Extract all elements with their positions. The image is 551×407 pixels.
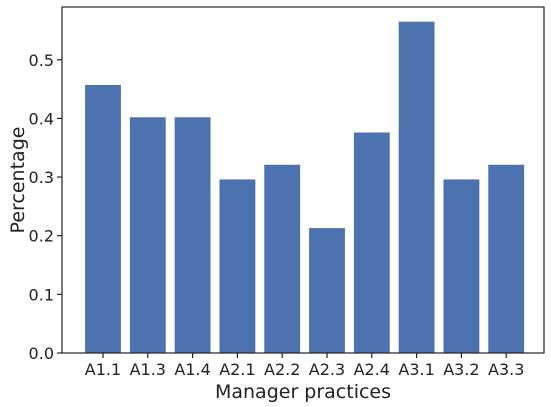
bar-A2-1 [219, 179, 256, 353]
bar-A1-1 [85, 84, 121, 353]
x-tick-label: A2.2 [264, 360, 300, 379]
x-axis-label: Manager practices [215, 381, 391, 403]
plot-frame [61, 6, 545, 354]
x-tick-label: A3.2 [443, 360, 479, 379]
y-tick-label: 0.1 [29, 285, 54, 304]
x-tick-label: A3.3 [488, 360, 524, 379]
x-axis: A1.1 A1.3 A1.4 A2.1 A2.2 A2.3 A2.4 A3.1 A3.2 A3.3 [85, 353, 524, 379]
bar-A2-4 [353, 132, 390, 353]
x-tick-label: A2.3 [309, 360, 345, 379]
y-axis: 0.0 0.1 0.2 0.3 0.4 0.5 [29, 51, 62, 363]
bar-A3-2 [443, 179, 480, 353]
bar-A2-3 [309, 228, 345, 353]
bar-A1-4 [174, 117, 211, 353]
bar-A3-3 [488, 164, 525, 353]
x-tick-label: A3.1 [398, 360, 434, 379]
bar-A3-1 [398, 21, 435, 354]
y-tick-label: 0.5 [29, 51, 54, 70]
y-tick-label: 0.2 [29, 227, 54, 246]
y-tick-label: 0.3 [29, 168, 54, 187]
x-tick-label: A2.1 [219, 360, 255, 379]
bars-group [85, 21, 525, 354]
bar-A1-3 [129, 117, 166, 353]
bar-A2-2 [264, 164, 301, 353]
x-tick-label: A2.4 [354, 360, 390, 379]
x-tick-label: A1.4 [174, 360, 210, 379]
x-tick-label: A1.3 [130, 360, 166, 379]
y-axis-label: Percentage [7, 127, 29, 234]
y-tick-label: 0.0 [29, 344, 54, 363]
y-tick-label: 0.4 [29, 109, 54, 128]
x-tick-label: A1.1 [85, 360, 121, 379]
